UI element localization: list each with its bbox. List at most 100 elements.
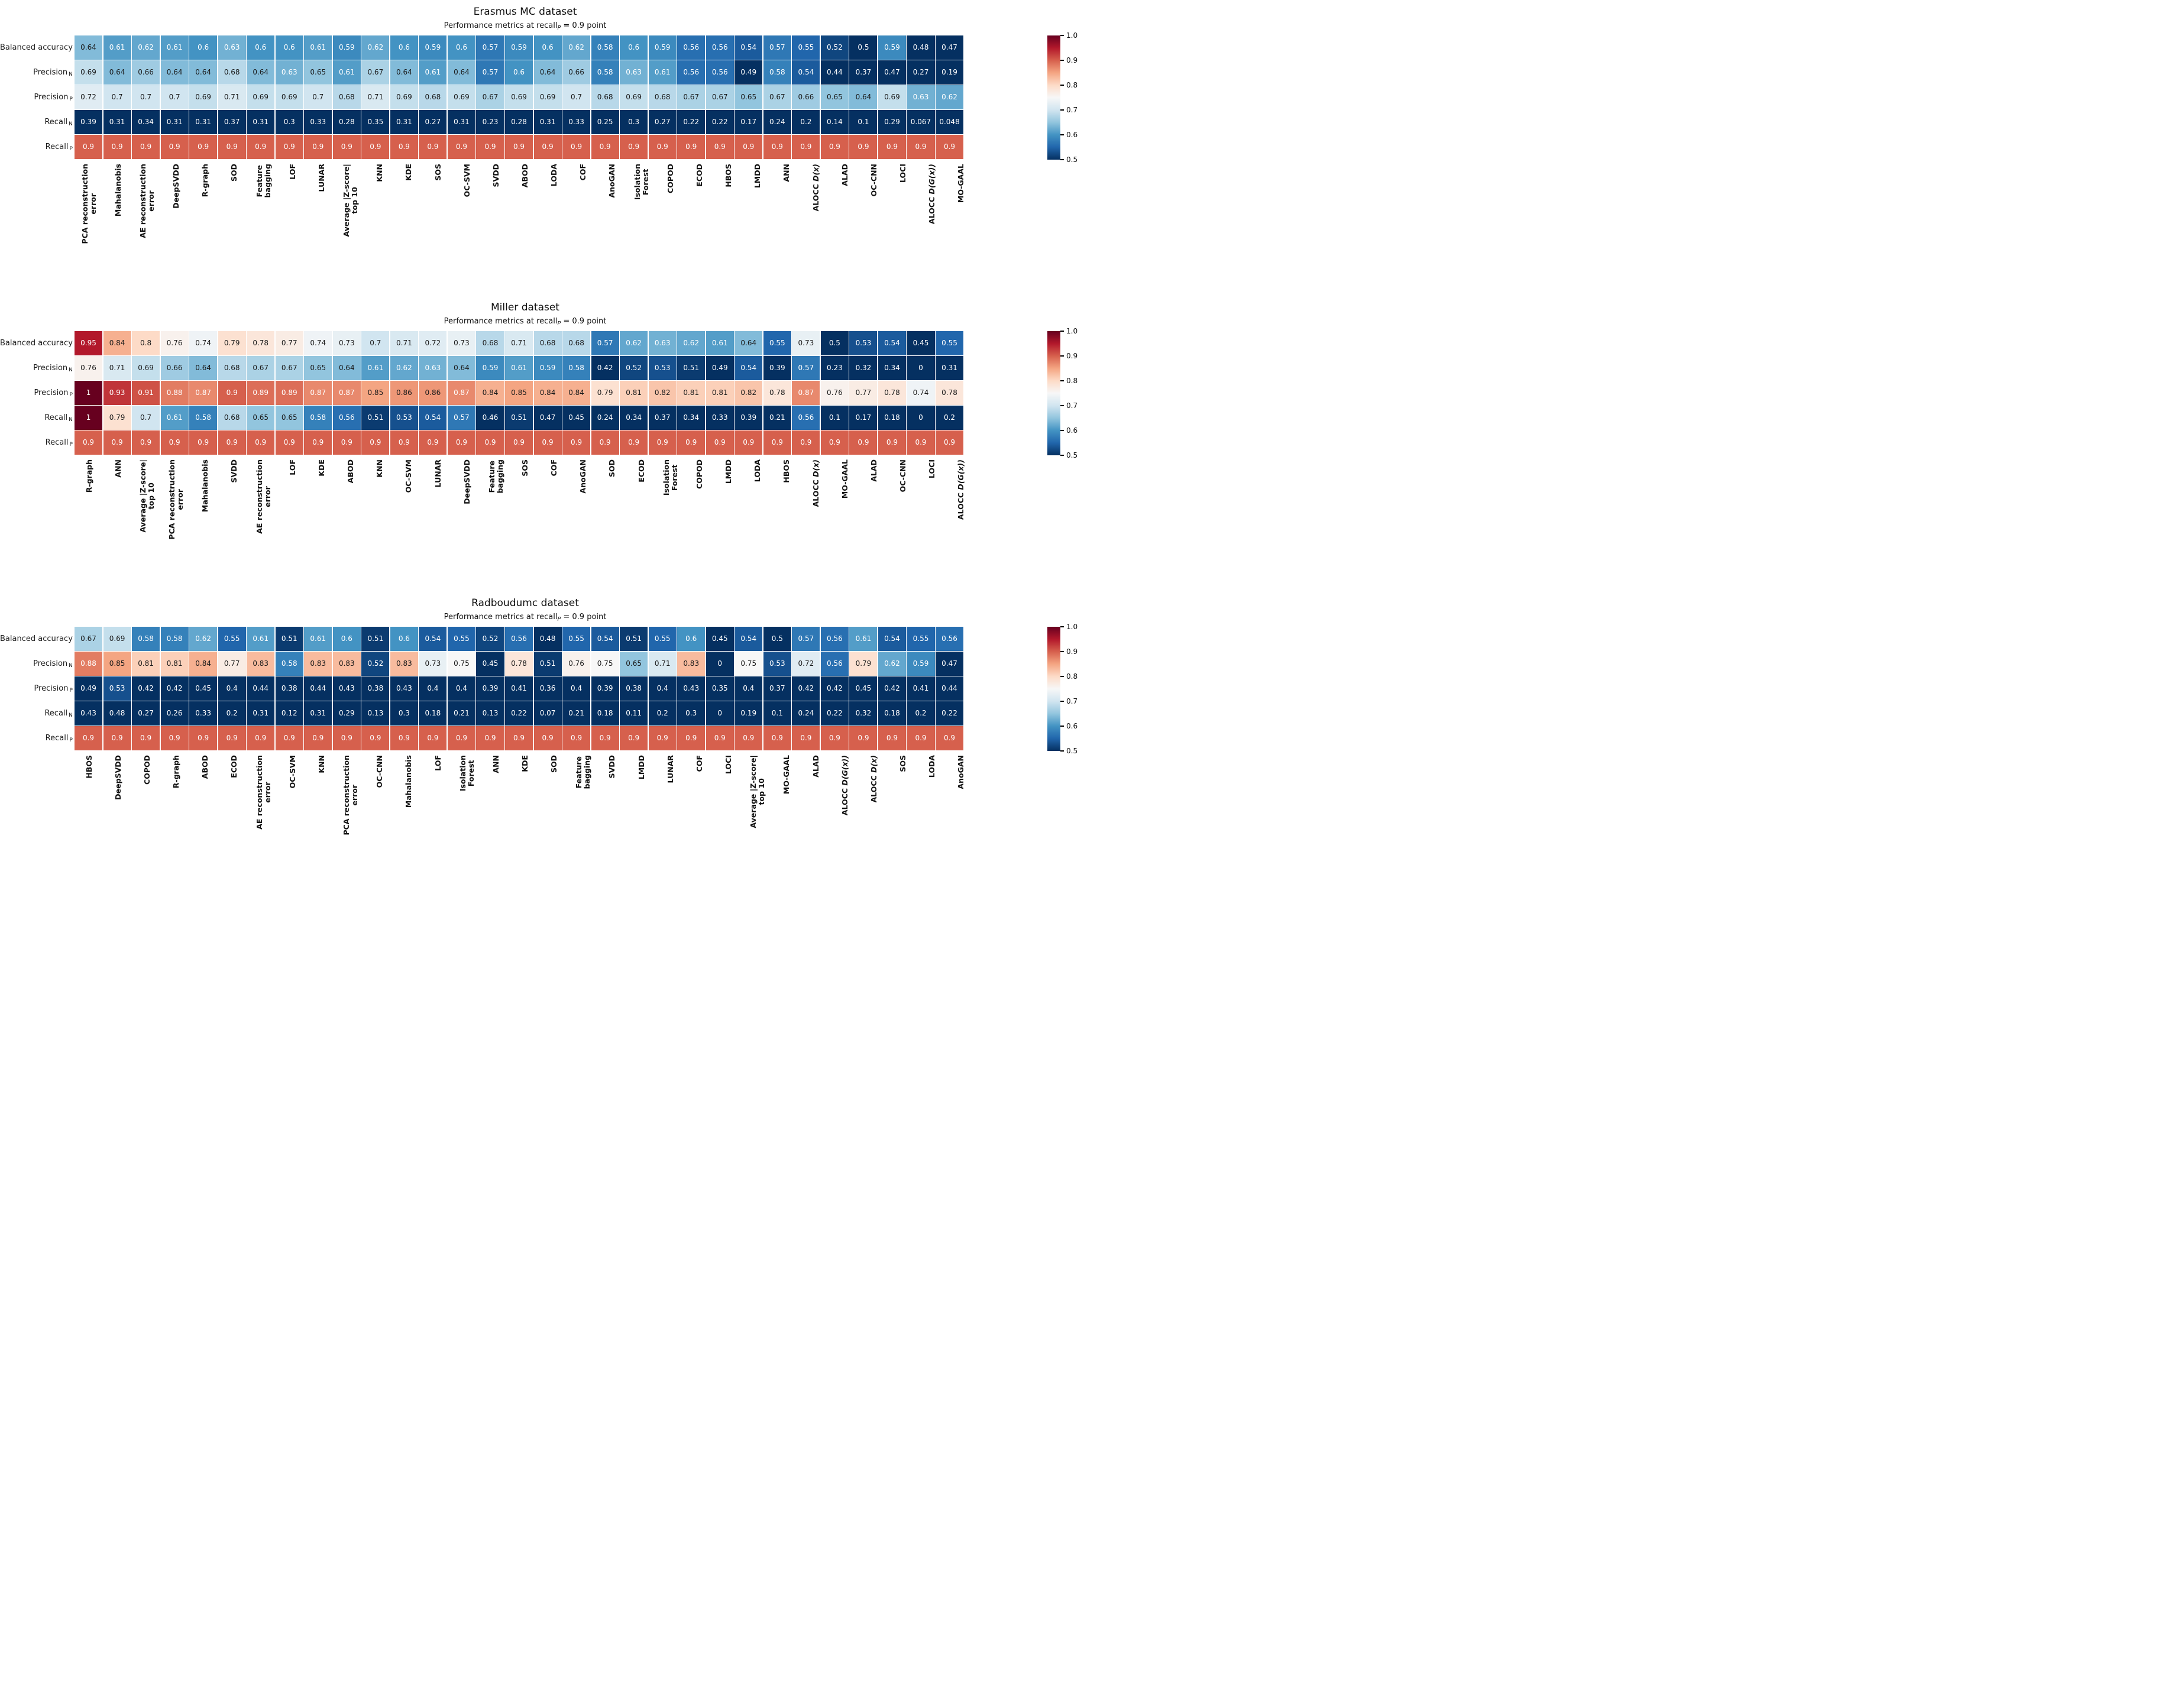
heatmap-cell: 0.42 [132, 676, 160, 701]
heatmap-cell: 0.22 [677, 110, 706, 134]
heatmap-cell: 0.85 [103, 652, 131, 676]
heatmap-cell: 0.9 [677, 726, 706, 750]
heatmap-cell: 0.07 [533, 701, 562, 726]
heatmap-cell: 0.55 [447, 627, 475, 651]
heatmap-cell: 0.9 [533, 430, 562, 455]
heatmap-cell: 0.9 [332, 135, 361, 159]
heatmap-cell: 0.9 [820, 726, 849, 750]
row-label-subscript: P [69, 737, 73, 744]
heatmap-cell: 0.9 [505, 135, 533, 159]
row-label: Precision P [0, 85, 78, 109]
heatmap-cell: 0.73 [792, 331, 820, 355]
heatmap-cell: 0.66 [562, 60, 591, 85]
colorbar-tick [1060, 750, 1065, 752]
heatmap-cell: 0.33 [304, 110, 332, 134]
heatmap-cell: 0.7 [132, 85, 160, 109]
heatmap-cell: 0.68 [562, 331, 591, 355]
heatmap-cell: 0.73 [332, 331, 361, 355]
heatmap-cell: 0.64 [533, 60, 562, 85]
colorbar-tick-label: 1.0 [1066, 31, 1078, 40]
heatmap-cell: 0.61 [849, 627, 878, 651]
row-label-text: Precision [33, 363, 68, 373]
colorbar-tick [1060, 85, 1065, 86]
heatmap-cell: 0.51 [505, 406, 533, 430]
heatmap-cell: 0.26 [160, 701, 189, 726]
heatmap-cell: 0.9 [533, 135, 562, 159]
heatmap-cell: 0.35 [361, 110, 390, 134]
heatmap-cell: 0.48 [533, 627, 562, 651]
heatmap-cell: 0.32 [849, 356, 878, 380]
column-label: OC-CNN [898, 459, 908, 493]
heatmap-cell: 0.74 [304, 331, 332, 355]
heatmap-cell: 0.23 [820, 356, 849, 380]
column-label: SVDD [491, 164, 500, 187]
column-labels: HBOS DeepSVDD COPOD R-graph ABOD ECOD AE recon… [75, 751, 976, 838]
column-label: SVDD [229, 459, 239, 483]
heatmap-grid: 0.95 0.84 0.8 0.76 0.74 0.79 0.78 0.77 0.74 0.73 0… [75, 331, 964, 455]
heatmap-cell: 0.66 [792, 85, 820, 109]
heatmap-cell: 0.54 [419, 406, 447, 430]
column-label: KNN [375, 164, 384, 182]
heatmap-cell: 0.53 [103, 676, 131, 701]
heatmap-cell: 0.65 [820, 85, 849, 109]
heatmap-cell: 0.9 [132, 430, 160, 455]
heatmap-cell: 0.3 [620, 110, 648, 134]
column-label: SOS [898, 755, 908, 772]
column-label: Feature bagging [574, 755, 592, 789]
heatmap-cell: 0.56 [820, 652, 849, 676]
colorbar-tick [1060, 134, 1065, 135]
heatmap-cell: 0.51 [677, 356, 706, 380]
column-label: OC-SVM [404, 459, 413, 493]
colorbar-tick [1060, 651, 1065, 652]
heatmap-cell: 0.9 [735, 430, 763, 455]
heatmap-cell: 0.9 [878, 430, 906, 455]
heatmap-cell: 0.64 [160, 60, 189, 85]
colorbar-gradient [1047, 627, 1061, 751]
heatmap-cell: 0.56 [706, 60, 734, 85]
column-label: LMDD [753, 164, 762, 189]
heatmap-cell: 0.28 [505, 110, 533, 134]
heatmap-cell: 0.9 [792, 430, 820, 455]
colorbar-tick [1060, 676, 1065, 677]
heatmap-cell: 0.38 [275, 676, 303, 701]
heatmap-cell: 0.61 [648, 60, 677, 85]
heatmap-cell: 0.22 [936, 701, 964, 726]
heatmap-cell: 0.35 [706, 676, 734, 701]
heatmap-cell: 0.5 [849, 35, 878, 60]
column-label: ALOCC D(G(x)) [956, 459, 966, 520]
heatmap-cell: 0.9 [103, 726, 131, 750]
column-label: ALAD [811, 755, 820, 778]
heatmap-cell: 0.76 [75, 356, 103, 380]
column-label: MO-GAAL [956, 164, 966, 203]
heatmap-cell: 0.5 [763, 627, 791, 651]
heatmap-cell: 0.8 [132, 331, 160, 355]
column-label: ALOCC D(x) [811, 459, 820, 507]
heatmap-cell: 0.64 [849, 85, 878, 109]
heatmap-cell: 0.66 [160, 356, 189, 380]
heatmap-cell: 0.31 [447, 110, 475, 134]
heatmap-cell: 0.87 [189, 381, 218, 405]
heatmap-cell: 0.17 [849, 406, 878, 430]
colorbar-tick [1060, 60, 1065, 61]
heatmap-cell: 0.19 [936, 60, 964, 85]
heatmap-cell: 0.9 [447, 726, 475, 750]
heatmap-cell: 0.62 [620, 331, 648, 355]
heatmap-cell: 0.4 [419, 676, 447, 701]
heatmap-cell: 0.79 [103, 406, 131, 430]
column-label: COF [578, 164, 588, 181]
heatmap-cell: 0.9 [849, 135, 878, 159]
heatmap-cell: 0.9 [189, 135, 218, 159]
colorbar: 1.0 0.9 0.8 0.7 0.6 0.5 [1047, 623, 1092, 755]
heatmap-cell: 0.9 [361, 726, 390, 750]
heatmap-cell: 0.9 [907, 135, 935, 159]
heatmap-cell: 0.31 [936, 356, 964, 380]
heatmap-cell: 0.9 [476, 135, 504, 159]
heatmap-cell: 0.65 [304, 60, 332, 85]
heatmap-cell: 0.58 [591, 60, 619, 85]
heatmap-cell: 0.52 [361, 652, 390, 676]
heatmap-cell: 0.6 [332, 627, 361, 651]
row-label: Recall P [0, 135, 78, 159]
heatmap-cell: 0.57 [476, 35, 504, 60]
heatmap-cell: 0.48 [103, 701, 131, 726]
heatmap-cell: 0.6 [447, 35, 475, 60]
